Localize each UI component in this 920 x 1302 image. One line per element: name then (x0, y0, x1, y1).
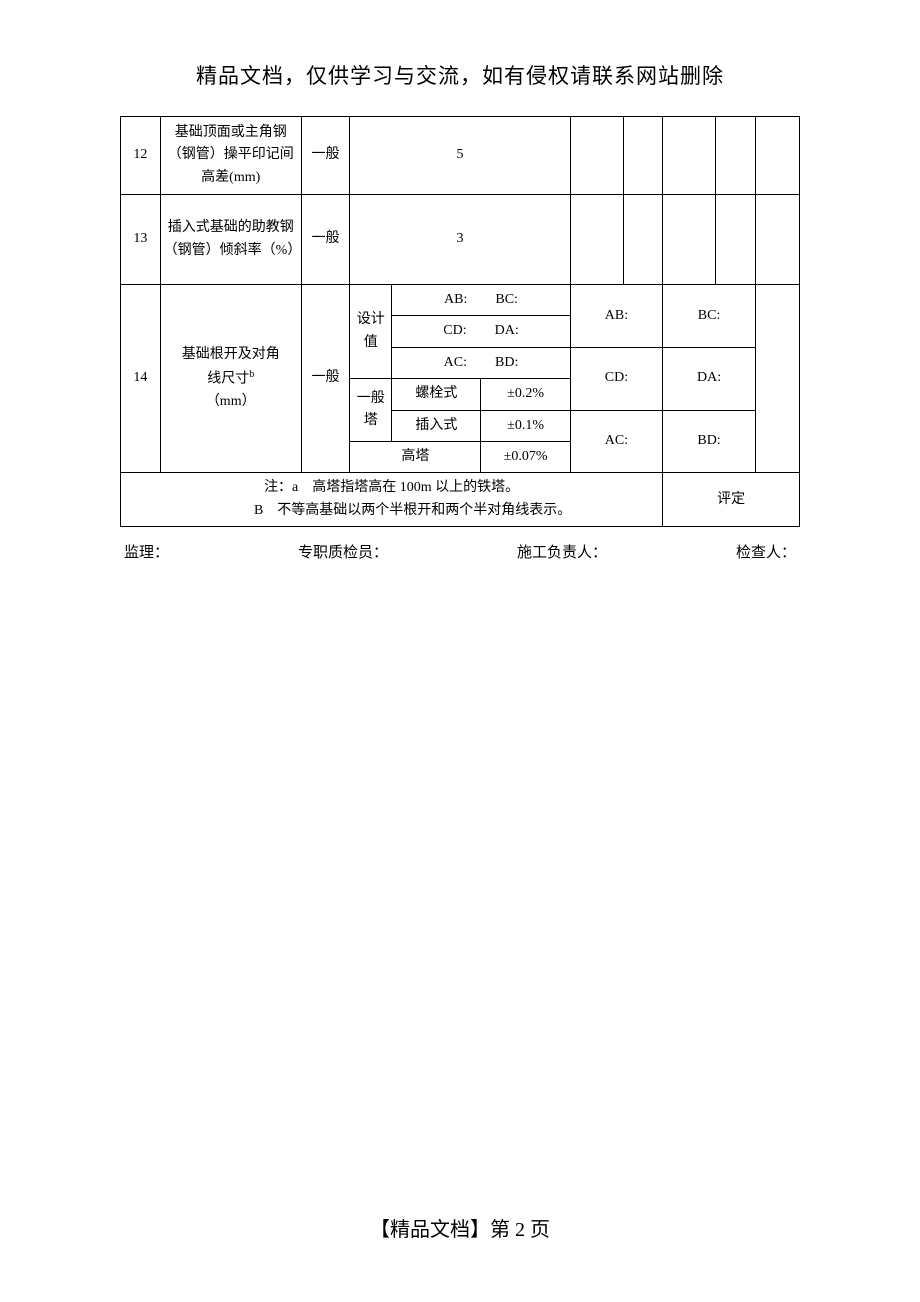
tol-insert: ±0.1% (481, 410, 570, 441)
cell-blank (623, 195, 663, 285)
row-value: 3 (350, 195, 570, 285)
table-row: 13 插入式基础的助教钢（钢管）倾斜率（%） 一般 3 (121, 195, 800, 285)
pair-bd: BD: (495, 355, 518, 370)
sign-supervisor: 监理： (124, 541, 169, 562)
row-desc: 插入式基础的助教钢（钢管）倾斜率（%） (160, 195, 301, 285)
desc-line1: 基础根开及对角 (182, 347, 280, 362)
desc-sup: b (249, 369, 254, 380)
design-value-label: 设计值 (350, 285, 392, 379)
meas-da: DA: (663, 347, 756, 410)
row-desc: 基础根开及对角 线尺寸b （mm） (160, 285, 301, 473)
bolt-label: 螺栓式 (392, 379, 481, 410)
row-value: 5 (350, 117, 570, 195)
cell-blank (663, 117, 716, 195)
pair-ab: AB: (444, 292, 467, 307)
cell-blank (755, 195, 799, 285)
tol-high: ±0.07% (481, 441, 570, 472)
cell-blank (570, 117, 623, 195)
note-line2: B 不等高基础以两个半根开和两个半对角线表示。 (212, 503, 571, 518)
design-pair: CD: DA: (392, 316, 570, 347)
row-type: 一般 (301, 117, 350, 195)
meas-bd: BD: (663, 410, 756, 473)
sign-checker: 检查人： (736, 541, 796, 562)
cell-blank (570, 195, 623, 285)
page-footer: 【精品文档】第 2 页 (0, 1213, 920, 1242)
row-number: 14 (121, 285, 161, 473)
signature-row: 监理： 专职质检员： 施工负责人： 检查人： (120, 541, 800, 562)
inspection-table: 12 基础顶面或主角钢（钢管）操平印记间高差(mm) 一般 5 13 插入式基础… (120, 116, 800, 527)
pair-ac: AC: (444, 355, 467, 370)
design-pair: AB: BC: (392, 285, 570, 316)
row-number: 12 (121, 117, 161, 195)
high-tower-label: 高塔 (350, 441, 481, 472)
table-row: 注：a 高塔指塔高在 100m 以上的铁塔。 B 不等高基础以两个半根开和两个半… (121, 473, 800, 527)
desc-line2: 线尺寸 (207, 371, 249, 386)
pair-cd: CD: (443, 323, 466, 338)
page-header: 精品文档，仅供学习与交流，如有侵权请联系网站删除 (120, 60, 800, 90)
normal-tower-label: 一般塔 (350, 379, 392, 442)
cell-blank (623, 117, 663, 195)
cell-blank (755, 285, 799, 473)
design-pair: AC: BD: (392, 347, 570, 378)
table-row: 14 基础根开及对角 线尺寸b （mm） 一般 设计值 AB: BC: AB: … (121, 285, 800, 316)
table-row: 12 基础顶面或主角钢（钢管）操平印记间高差(mm) 一般 5 (121, 117, 800, 195)
insert-label: 插入式 (392, 410, 481, 441)
meas-ab: AB: (570, 285, 663, 348)
cell-blank (716, 195, 756, 285)
meas-bc: BC: (663, 285, 756, 348)
meas-ac: AC: (570, 410, 663, 473)
row-number: 13 (121, 195, 161, 285)
sign-qc: 专职质检员： (298, 541, 388, 562)
note-line1: 注：a 高塔指塔高在 100m 以上的铁塔。 (264, 480, 519, 495)
cell-blank (716, 117, 756, 195)
tol-bolt: ±0.2% (481, 379, 570, 410)
cell-blank (663, 195, 716, 285)
meas-cd: CD: (570, 347, 663, 410)
note-cell: 注：a 高塔指塔高在 100m 以上的铁塔。 B 不等高基础以两个半根开和两个半… (121, 473, 663, 527)
pair-da: DA: (495, 323, 519, 338)
row-type: 一般 (301, 285, 350, 473)
sign-lead: 施工负责人： (517, 541, 607, 562)
row-type: 一般 (301, 195, 350, 285)
cell-blank (755, 117, 799, 195)
pair-bc: BC: (495, 292, 518, 307)
row-desc: 基础顶面或主角钢（钢管）操平印记间高差(mm) (160, 117, 301, 195)
verdict-cell: 评定 (663, 473, 800, 527)
desc-line3: （mm） (206, 394, 256, 409)
